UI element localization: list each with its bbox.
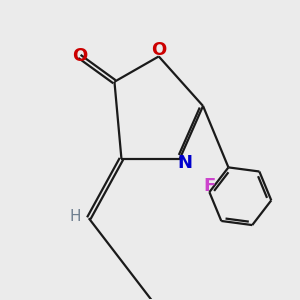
Text: N: N: [178, 154, 193, 172]
Text: H: H: [70, 209, 81, 224]
Text: O: O: [151, 41, 166, 59]
Text: O: O: [72, 47, 87, 65]
Text: F: F: [203, 177, 215, 195]
